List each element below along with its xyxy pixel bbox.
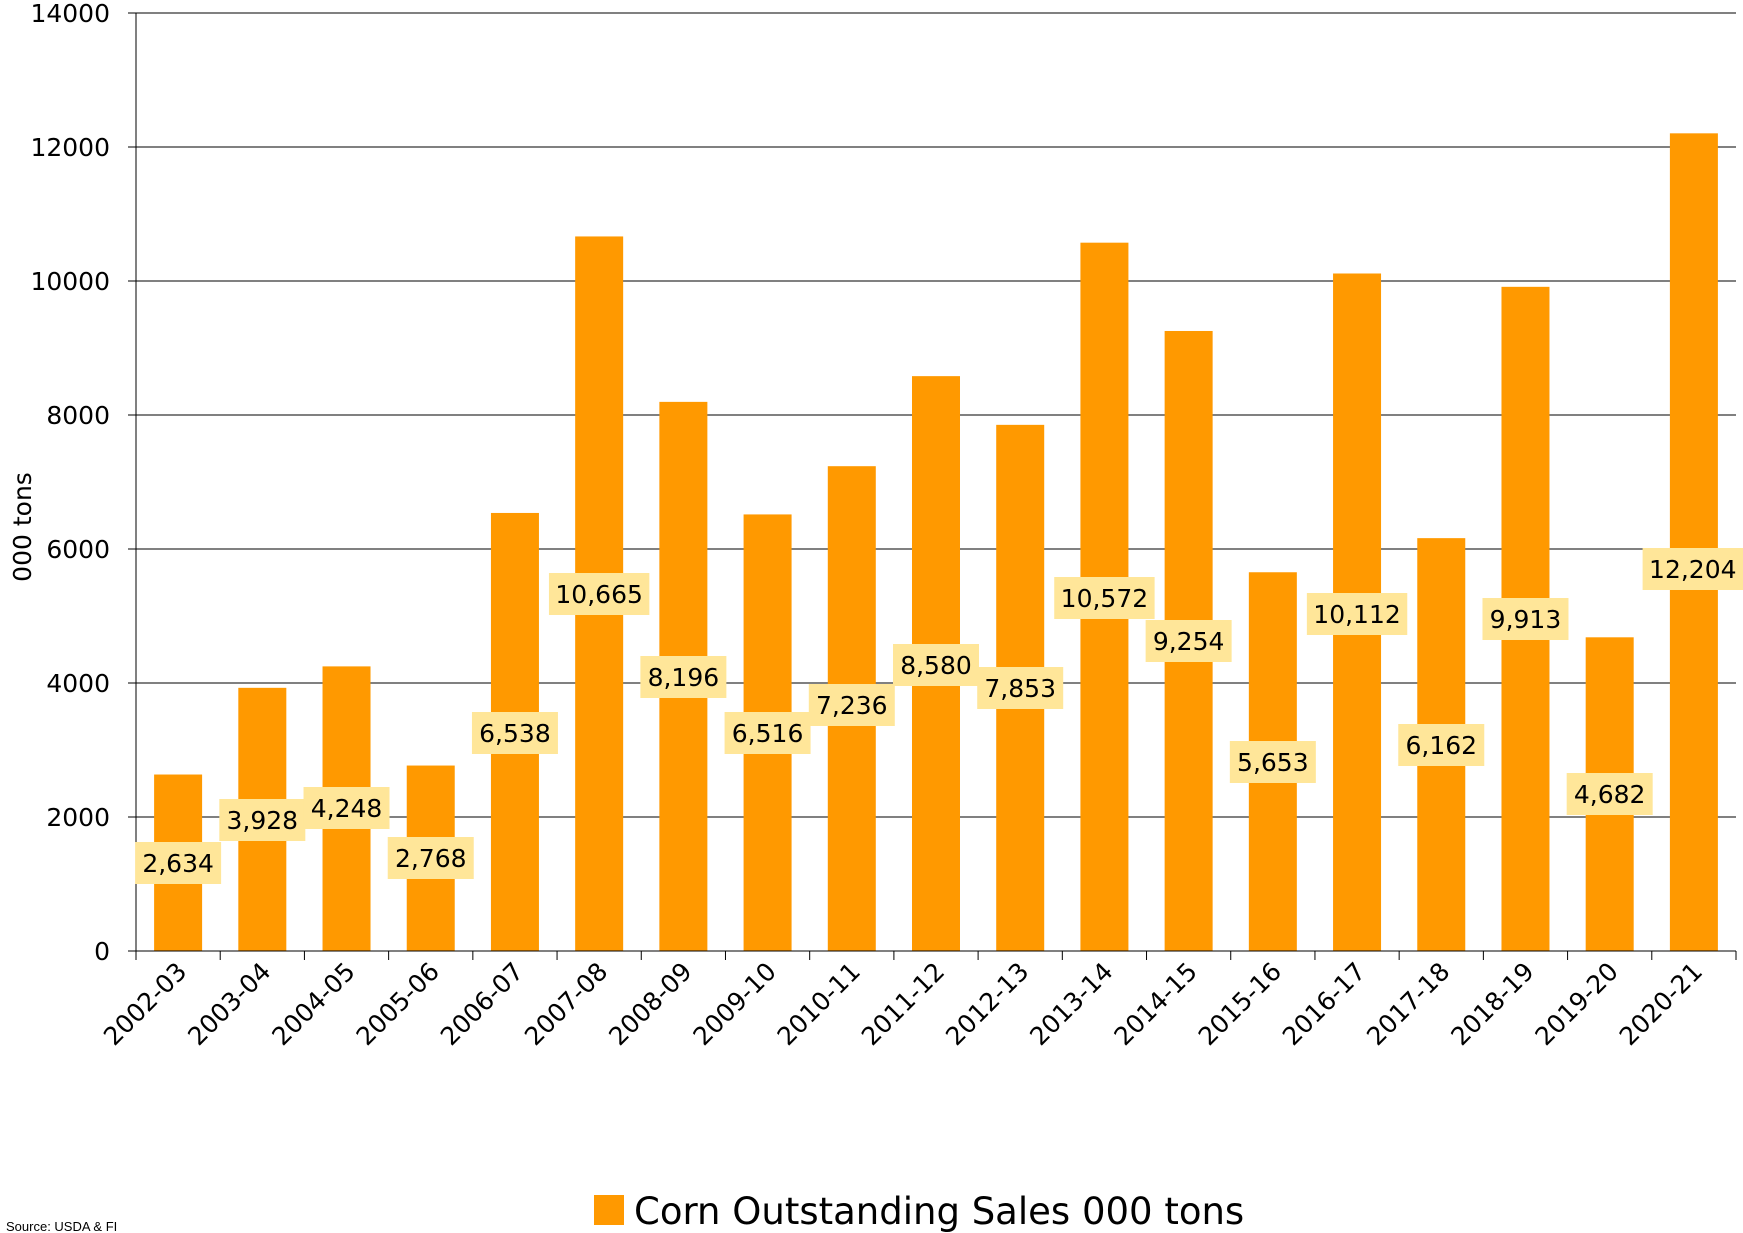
- y-tick-label: 12000: [30, 133, 110, 162]
- x-tick-label: 2014-15: [1108, 957, 1202, 1051]
- x-tick-label: 2005-06: [351, 957, 445, 1051]
- y-tick-label: 8000: [46, 401, 110, 430]
- data-label: 9,913: [1490, 605, 1562, 634]
- data-label: 7,853: [984, 674, 1056, 703]
- source-note: Source: USDA & FI: [6, 1219, 117, 1233]
- x-tick-label: 2003-04: [182, 957, 276, 1051]
- y-tick-label: 6000: [46, 535, 110, 564]
- data-label-box: [548, 573, 650, 615]
- x-tick-label: 2006-07: [435, 957, 529, 1051]
- data-label-box: [303, 787, 390, 829]
- data-label-box: [471, 712, 558, 754]
- data-label: 7,236: [816, 691, 888, 720]
- x-tick-label: 2007-08: [519, 957, 613, 1051]
- data-label-box: [1642, 548, 1743, 590]
- data-label: 6,538: [479, 719, 551, 748]
- x-tick-label: 2019-20: [1530, 957, 1624, 1051]
- data-label-box: [1229, 741, 1316, 783]
- data-label-box: [1145, 620, 1232, 662]
- data-label: 8,580: [900, 651, 972, 680]
- data-label-box: [977, 667, 1064, 709]
- data-label-box: [135, 842, 222, 884]
- x-tick-label: 2012-13: [940, 957, 1034, 1051]
- y-tick-label: 0: [94, 937, 110, 966]
- x-tick-label: 2004-05: [266, 957, 360, 1051]
- x-tick-label: 2010-11: [772, 957, 866, 1051]
- legend-label: Corn Outstanding Sales 000 tons: [634, 1190, 1244, 1233]
- data-label: 12,204: [1649, 555, 1736, 584]
- y-tick-label: 10000: [30, 267, 110, 296]
- data-label-box: [219, 799, 306, 841]
- data-labels: 2,634 3,928 4,248 2,768 6,538 10,665 8,196 6,51…: [135, 548, 1743, 884]
- data-label-box: [1566, 773, 1653, 815]
- x-tick-label: 2020-21: [1614, 957, 1708, 1051]
- data-label-box: [893, 644, 979, 686]
- data-label-box: [1306, 593, 1408, 635]
- data-label: 2,768: [395, 844, 467, 873]
- data-label: 10,112: [1313, 600, 1400, 629]
- x-tick-label: 2008-09: [603, 957, 697, 1051]
- y-tick-labels: 0 2000 4000 6000 8000 10000 12000 14000: [30, 0, 110, 966]
- data-label: 8,196: [648, 663, 720, 692]
- data-label-box: [640, 656, 727, 698]
- bar: [1669, 133, 1718, 951]
- data-label: 2,634: [142, 849, 214, 878]
- y-axis-label: 000 tons: [8, 472, 37, 582]
- data-label: 5,653: [1237, 748, 1309, 777]
- data-label: 3,928: [227, 806, 299, 835]
- x-tick-label: 2018-19: [1445, 957, 1539, 1051]
- x-tick-label: 2011-12: [856, 957, 950, 1051]
- data-label: 9,254: [1153, 627, 1225, 656]
- data-label: 10,572: [1061, 584, 1148, 613]
- x-tick-label: 2013-14: [1024, 957, 1118, 1051]
- x-tick-label: 2009-10: [687, 957, 781, 1051]
- legend: Corn Outstanding Sales 000 tons: [594, 1190, 1244, 1233]
- x-tick-labels: 2002-032003-042004-052005-062006-072007-…: [98, 957, 1708, 1051]
- data-label: 4,248: [311, 794, 383, 823]
- data-label-box: [1482, 598, 1569, 640]
- x-tick-label: 2002-03: [98, 957, 192, 1051]
- x-tick-label: 2017-18: [1361, 957, 1455, 1051]
- legend-swatch: [594, 1195, 624, 1225]
- data-label-box: [724, 712, 811, 754]
- data-label: 4,682: [1574, 780, 1646, 809]
- data-label-box: [1054, 577, 1155, 619]
- y-tick-label: 2000: [46, 803, 110, 832]
- data-label: 6,162: [1405, 731, 1477, 760]
- x-tick-label: 2015-16: [1193, 957, 1287, 1051]
- y-tick-label: 14000: [30, 0, 110, 28]
- data-label-box: [1398, 724, 1485, 766]
- x-tick-label: 2016-17: [1277, 957, 1371, 1051]
- axes: [128, 12, 1737, 960]
- y-tick-label: 4000: [46, 669, 110, 698]
- data-label: 6,516: [732, 719, 804, 748]
- data-label-box: [808, 684, 895, 726]
- data-label: 10,665: [555, 580, 642, 609]
- data-label-box: [387, 837, 474, 879]
